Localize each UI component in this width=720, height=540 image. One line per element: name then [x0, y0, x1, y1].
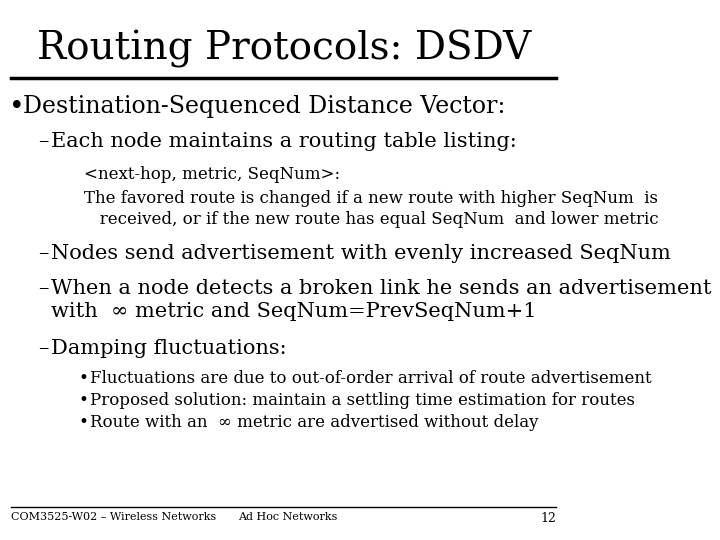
Text: –: – — [39, 132, 49, 151]
Text: Destination-Sequenced Distance Vector:: Destination-Sequenced Distance Vector: — [23, 94, 505, 118]
Text: Ad Hoc Networks: Ad Hoc Networks — [238, 512, 338, 522]
Text: received, or if the new route has equal SeqNum  and lower metric: received, or if the new route has equal … — [84, 211, 659, 227]
Text: COM3525-W02 – Wireless Networks: COM3525-W02 – Wireless Networks — [12, 512, 217, 522]
Text: Damping fluctuations:: Damping fluctuations: — [51, 339, 287, 358]
Text: •: • — [78, 370, 88, 387]
Text: •: • — [78, 392, 88, 409]
Text: When a node detects a broken link he sends an advertisement: When a node detects a broken link he sen… — [51, 279, 711, 298]
Text: •: • — [9, 94, 24, 119]
Text: Route with an  ∞ metric are advertised without delay: Route with an ∞ metric are advertised wi… — [89, 414, 538, 431]
Text: Fluctuations are due to out-of-order arrival of route advertisement: Fluctuations are due to out-of-order arr… — [89, 370, 652, 387]
Text: The favored route is changed if a new route with higher SeqNum  is: The favored route is changed if a new ro… — [84, 190, 658, 207]
Text: –: – — [39, 244, 49, 263]
Text: Routing Protocols: DSDV: Routing Protocols: DSDV — [37, 30, 531, 68]
Text: Each node maintains a routing table listing:: Each node maintains a routing table list… — [51, 132, 517, 151]
Text: <next-hop, metric, SeqNum>:: <next-hop, metric, SeqNum>: — [84, 166, 340, 183]
Text: –: – — [39, 339, 49, 358]
Text: Proposed solution: maintain a settling time estimation for routes: Proposed solution: maintain a settling t… — [89, 392, 634, 409]
Text: •: • — [78, 414, 88, 431]
Text: Nodes send advertisement with evenly increased SeqNum: Nodes send advertisement with evenly inc… — [51, 244, 671, 263]
Text: 12: 12 — [540, 512, 556, 525]
Text: with  ∞ metric and SeqNum=PrevSeqNum+1: with ∞ metric and SeqNum=PrevSeqNum+1 — [51, 302, 536, 321]
Text: –: – — [39, 279, 49, 298]
